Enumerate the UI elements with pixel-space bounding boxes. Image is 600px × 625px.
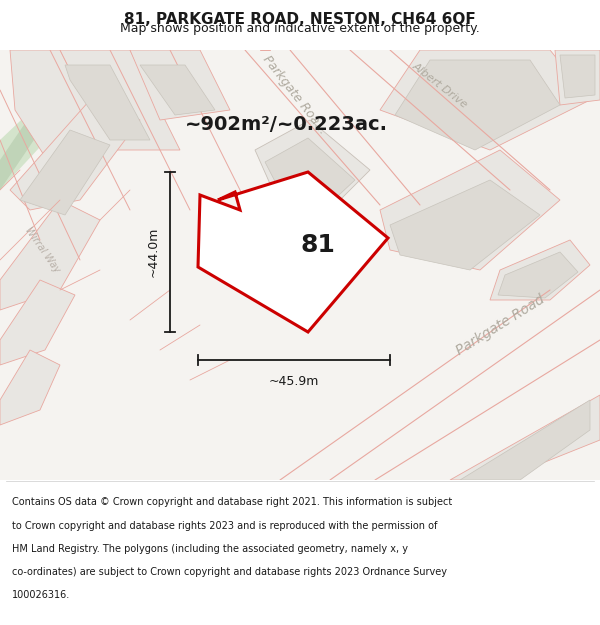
Polygon shape bbox=[390, 180, 540, 270]
Polygon shape bbox=[20, 130, 110, 215]
Text: 100026316.: 100026316. bbox=[12, 590, 70, 600]
Polygon shape bbox=[198, 172, 388, 332]
Polygon shape bbox=[498, 252, 578, 298]
Text: 81, PARKGATE ROAD, NESTON, CH64 6QF: 81, PARKGATE ROAD, NESTON, CH64 6QF bbox=[124, 12, 476, 28]
Polygon shape bbox=[10, 50, 110, 180]
Polygon shape bbox=[140, 65, 215, 115]
Text: Contains OS data © Crown copyright and database right 2021. This information is : Contains OS data © Crown copyright and d… bbox=[12, 498, 452, 508]
Text: 81: 81 bbox=[301, 233, 335, 257]
Polygon shape bbox=[460, 400, 590, 480]
Polygon shape bbox=[0, 50, 95, 190]
Polygon shape bbox=[450, 395, 600, 480]
Polygon shape bbox=[560, 55, 595, 98]
Text: to Crown copyright and database rights 2023 and is reproduced with the permissio: to Crown copyright and database rights 2… bbox=[12, 521, 437, 531]
Polygon shape bbox=[490, 240, 590, 300]
Polygon shape bbox=[265, 138, 355, 208]
Polygon shape bbox=[60, 50, 180, 150]
Text: ~44.0m: ~44.0m bbox=[147, 227, 160, 278]
Text: HM Land Registry. The polygons (including the associated geometry, namely x, y: HM Land Registry. The polygons (includin… bbox=[12, 544, 408, 554]
Polygon shape bbox=[380, 150, 560, 270]
Polygon shape bbox=[555, 50, 600, 105]
Polygon shape bbox=[0, 200, 100, 310]
Polygon shape bbox=[0, 280, 75, 365]
Text: Parkgate Road: Parkgate Road bbox=[453, 292, 547, 358]
Text: Map shows position and indicative extent of the property.: Map shows position and indicative extent… bbox=[120, 22, 480, 35]
Text: Parkgate Roa…: Parkgate Roa… bbox=[260, 53, 329, 137]
Text: Wirral Way: Wirral Way bbox=[23, 226, 61, 274]
Text: ~902m²/~0.223ac.: ~902m²/~0.223ac. bbox=[185, 116, 388, 134]
Polygon shape bbox=[130, 50, 230, 120]
Polygon shape bbox=[0, 350, 60, 425]
Polygon shape bbox=[65, 65, 150, 140]
Text: co-ordinates) are subject to Crown copyright and database rights 2023 Ordnance S: co-ordinates) are subject to Crown copyr… bbox=[12, 567, 447, 577]
Polygon shape bbox=[395, 60, 560, 150]
Polygon shape bbox=[255, 120, 370, 210]
Text: Albert Drive: Albert Drive bbox=[410, 61, 470, 109]
Polygon shape bbox=[380, 50, 590, 150]
Polygon shape bbox=[10, 100, 140, 210]
Text: ~45.9m: ~45.9m bbox=[269, 375, 319, 388]
Polygon shape bbox=[0, 50, 130, 190]
